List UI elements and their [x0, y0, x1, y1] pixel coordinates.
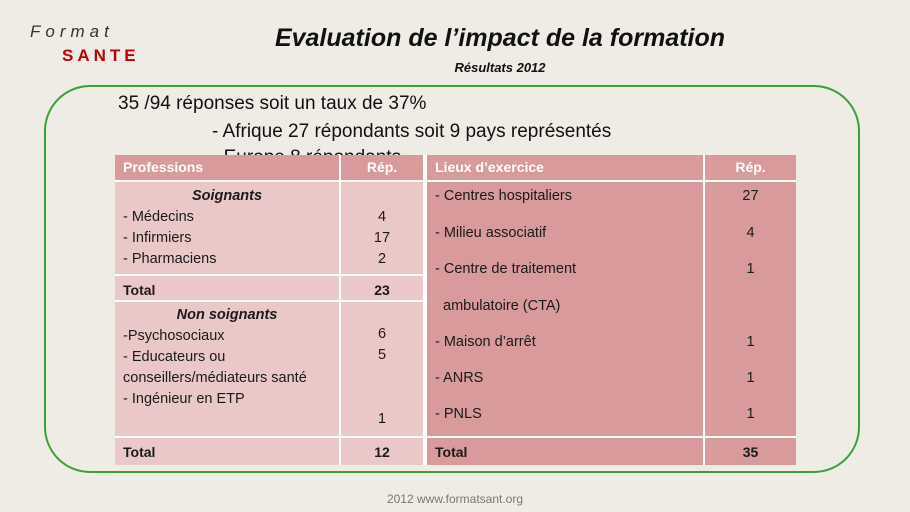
- list-item: - Pharmaciens: [123, 251, 217, 267]
- non-soignants-values-cell: 6 5 1: [341, 302, 423, 436]
- header-rep-right: Rép.: [705, 155, 796, 182]
- list-item: - Milieu associatif: [435, 225, 547, 241]
- total-value-lieux: 35: [705, 436, 796, 465]
- brand-sante: SANTE: [62, 46, 140, 65]
- footer-text: 2012 www.formatsant.org: [386, 492, 524, 506]
- slide-title: Evaluation de l’impact de la formation: [274, 24, 726, 52]
- value: 17: [373, 230, 391, 246]
- soignants-cell: Soignants - Médecins - Infirmiers - Phar…: [115, 182, 341, 274]
- list-item: - Médecins: [123, 209, 194, 225]
- header-lieux: Lieux d’exercice: [427, 155, 705, 182]
- non-soignants-cell: Non soignants -Psychosociaux - Educateur…: [115, 302, 341, 436]
- list-item: - Centre de traitement: [435, 261, 577, 277]
- total-label-non-soignants: Total: [115, 436, 341, 465]
- value: 4: [377, 209, 387, 225]
- list-item: - ANRS: [435, 370, 484, 386]
- list-item: - Educateurs ou: [123, 349, 226, 365]
- list-item: - Centres hospitaliers: [435, 188, 572, 204]
- value: 27: [742, 188, 759, 204]
- list-item: - Maison d’arrêt: [435, 334, 536, 350]
- brand-format: Format: [30, 22, 114, 41]
- value: 4: [746, 225, 755, 241]
- header-rep-left: Rép.: [341, 155, 423, 182]
- list-item: ambulatoire (CTA): [443, 298, 561, 314]
- list-item: - Infirmiers: [123, 230, 192, 246]
- summary-line-2: - Afrique 27 répondants soit 9 pays repr…: [212, 121, 612, 142]
- rounded-frame: [44, 85, 860, 473]
- value: 1: [746, 334, 755, 350]
- value: 5: [377, 347, 387, 363]
- list-item: conseillers/médiateurs santé: [123, 370, 307, 386]
- summary-line-1: 35 /94 réponses soit un taux de 37%: [118, 93, 427, 114]
- value: 1: [746, 370, 755, 386]
- slide-subtitle: Résultats 2012: [454, 60, 546, 75]
- total-value-soignants: 23: [341, 274, 423, 302]
- list-item: - PNLS: [435, 406, 482, 422]
- total-label-lieux: Total: [427, 436, 705, 465]
- soignants-values-cell: 4 17 2: [341, 182, 423, 274]
- value: 2: [377, 251, 387, 267]
- brand-logo: Format SANTE: [30, 22, 140, 66]
- value: 1: [746, 406, 755, 422]
- value: 1: [746, 261, 755, 277]
- lieux-labels-cell: - Centres hospitaliers - Milieu associat…: [427, 182, 705, 436]
- value: 1: [377, 411, 387, 427]
- total-label-soignants: Total: [115, 274, 341, 302]
- summary-line-3: - Europe 8 répondants: [212, 148, 401, 158]
- lieux-values-cell: 27 4 1 1 1 1: [705, 182, 796, 436]
- non-soignants-title: Non soignants: [176, 307, 278, 323]
- header-professions: Professions: [115, 155, 341, 182]
- soignants-title: Soignants: [191, 188, 263, 204]
- list-item: - Ingénieur en ETP: [123, 391, 245, 407]
- total-value-non-soignants: 12: [341, 436, 423, 465]
- value: 6: [377, 326, 387, 342]
- list-item: -Psychosociaux: [123, 328, 225, 344]
- table-separator: [423, 155, 427, 465]
